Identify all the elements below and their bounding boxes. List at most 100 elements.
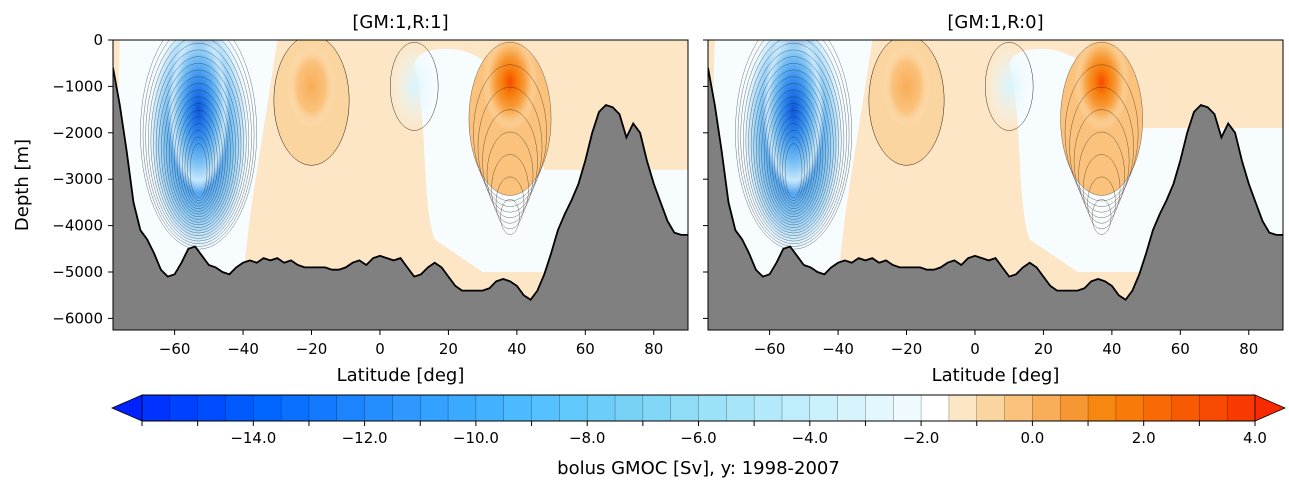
contour-line [1078, 131, 1125, 218]
colorbar-tick-label: 2.0 [1132, 429, 1156, 447]
contour-line [750, 56, 837, 234]
contour-line [145, 40, 252, 244]
contour-line [158, 63, 239, 231]
panel-1: [GM:1,R:1] −60 −40 −20 0 20 40 60 80 Latitude [de… [12, 12, 689, 386]
colorbar-segment [142, 395, 171, 421]
x-tick-label: −20 [296, 340, 328, 358]
deep-cell-surface [167, 40, 237, 85]
colorbar-tick-label: 0.0 [1020, 429, 1044, 447]
colorbar-segment [1004, 395, 1033, 421]
contour-line [142, 40, 255, 247]
deep-cell-surface [762, 40, 832, 85]
colorbar-segment [1115, 395, 1145, 421]
x-tick-label: 40 [1102, 340, 1121, 358]
contour-line [182, 123, 216, 207]
contour-line [168, 89, 229, 220]
colorbar-tick-label: 4.0 [1243, 429, 1267, 447]
colorbar-label: bolus GMOC [Sv], y: 1998-2007 [557, 458, 840, 479]
colorbar-segment [587, 395, 616, 421]
contour-line [784, 143, 803, 199]
colorbar-segment [865, 395, 894, 421]
colorbar-tick-label: −12.0 [342, 429, 388, 447]
colorbar-tick-label: −8.0 [569, 429, 605, 447]
plot-area [708, 40, 1283, 330]
colorbar-segment [809, 395, 839, 421]
x-axis-label: Latitude [deg] [932, 365, 1060, 386]
contour-line [774, 116, 813, 209]
plot-area [113, 40, 688, 330]
contour-line [140, 40, 257, 250]
contour-line [769, 103, 818, 215]
contour-line [163, 76, 234, 226]
contour-line [1087, 176, 1116, 230]
contour-line [273, 40, 350, 166]
colorbar-segment [837, 395, 866, 421]
contour-line [179, 116, 218, 209]
colorbar-segment [781, 395, 811, 421]
colorbar-segment [1199, 395, 1228, 421]
contour-line [174, 103, 223, 215]
colorbar-tick-label: −10.0 [453, 429, 499, 447]
contour-line [1091, 199, 1112, 235]
colorbar-tick-label: −4.0 [792, 429, 828, 447]
colorbar-segment [1143, 395, 1173, 421]
colorbar-min-extend [110, 394, 143, 422]
x-tick-label: 60 [1171, 340, 1190, 358]
contour-line [740, 40, 847, 244]
x-tick-label: −60 [754, 340, 786, 358]
x-tick-label: −40 [822, 340, 854, 358]
contour-line [171, 96, 226, 218]
contour-line [187, 136, 210, 201]
colorbar-segment [308, 395, 338, 421]
contour-line [745, 42, 842, 239]
x-tick-label: −60 [159, 340, 191, 358]
colorbar-segment [336, 395, 366, 421]
weak-positive-cell [287, 44, 336, 129]
colorbar-segment [642, 395, 672, 421]
x-axis-label: Latitude [deg] [337, 365, 465, 386]
colorbar-segment [1060, 395, 1089, 421]
colorbar-segment [364, 395, 393, 421]
colorbar-segment [1032, 395, 1061, 421]
y-tick-label: −5000 [52, 263, 103, 281]
contour-line [477, 86, 543, 207]
contour-line [771, 109, 816, 212]
strong-positive-cell [482, 40, 538, 131]
contour-line [984, 42, 1034, 131]
panel-2: [GM:1,R:0] −60 −40 −20 0 20 40 60 80 Latitude [de… [703, 12, 1284, 386]
contour-line [766, 96, 821, 218]
weak-negative-cell [390, 42, 439, 131]
contour-line [756, 69, 832, 228]
colorbar-segment [726, 395, 755, 421]
colorbar-segment [670, 395, 699, 421]
x-tick-label: −40 [227, 340, 259, 358]
colorbar-segment [754, 395, 783, 421]
colorbar-tick-label: −6.0 [680, 429, 716, 447]
colorbar-segment [615, 395, 644, 421]
contour-line [1082, 154, 1121, 224]
contour-line [482, 109, 538, 213]
colorbar-segment [225, 395, 254, 421]
colorbar-tick-label: −2.0 [903, 429, 939, 447]
contour-line [748, 49, 839, 236]
contour-line [184, 130, 213, 204]
x-tick-label: 80 [644, 340, 663, 358]
colorbar: −14.0 −12.0 −10.0 −8.0 −6.0 −4.0 −2.0 0.0 2.0 4.0… [110, 394, 1287, 479]
contour-line [473, 64, 547, 202]
contour-line [155, 56, 242, 234]
colorbar-segment [698, 395, 727, 421]
colorbar-segment [1227, 395, 1256, 421]
x-tick-label: −20 [891, 340, 923, 358]
y-tick-label: −6000 [52, 309, 103, 327]
chart-title: [GM:1,R:0] [947, 12, 1043, 33]
contour-line [486, 131, 534, 218]
colorbar-segment [169, 395, 199, 421]
colorbar-segment [420, 395, 449, 421]
y-tick-label: −2000 [52, 124, 103, 142]
contour-line [389, 42, 439, 131]
colorbar-segment [1088, 395, 1117, 421]
contour-line [150, 42, 247, 239]
x-tick-label: 0 [970, 340, 980, 358]
contour-line [763, 89, 824, 220]
